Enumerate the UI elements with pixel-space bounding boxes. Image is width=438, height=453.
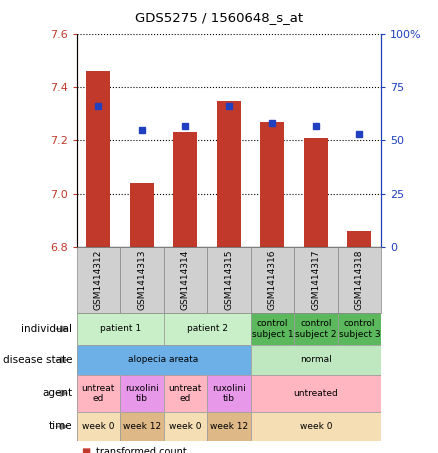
- Text: week 0: week 0: [300, 422, 332, 431]
- Text: control
subject 2: control subject 2: [295, 319, 336, 338]
- Text: GSM1414315: GSM1414315: [224, 250, 233, 310]
- Text: week 0: week 0: [82, 422, 115, 431]
- Bar: [77, 247, 120, 313]
- Text: control
subject 3: control subject 3: [339, 319, 380, 338]
- Bar: [347, 231, 371, 247]
- Text: GSM1414318: GSM1414318: [355, 250, 364, 310]
- Text: individual: individual: [21, 324, 72, 334]
- Text: GSM1414317: GSM1414317: [311, 250, 320, 310]
- Text: patient 1: patient 1: [99, 324, 141, 333]
- Text: untreated: untreated: [293, 389, 338, 398]
- Text: GSM1414314: GSM1414314: [181, 250, 190, 310]
- Text: ruxolini
tib: ruxolini tib: [212, 384, 246, 403]
- Text: patient 2: patient 2: [187, 324, 228, 333]
- Text: disease state: disease state: [3, 355, 72, 365]
- Text: control
subject 1: control subject 1: [251, 319, 293, 338]
- Text: untreat
ed: untreat ed: [169, 384, 202, 403]
- Text: GSM1414316: GSM1414316: [268, 250, 277, 310]
- Text: alopecia areata: alopecia areata: [128, 356, 199, 364]
- Text: normal: normal: [300, 356, 332, 364]
- Text: ■: ■: [81, 447, 90, 453]
- Text: agent: agent: [42, 388, 72, 398]
- Bar: [217, 101, 241, 247]
- Text: week 12: week 12: [210, 422, 248, 431]
- Bar: [251, 247, 294, 313]
- Text: transformed count: transformed count: [96, 447, 187, 453]
- Bar: [120, 247, 164, 313]
- Bar: [164, 247, 207, 313]
- Bar: [304, 138, 328, 247]
- Text: week 12: week 12: [123, 422, 161, 431]
- Text: GDS5275 / 1560648_s_at: GDS5275 / 1560648_s_at: [135, 11, 303, 24]
- Text: untreat
ed: untreat ed: [82, 384, 115, 403]
- Text: week 0: week 0: [169, 422, 201, 431]
- Bar: [130, 183, 154, 247]
- Text: time: time: [49, 421, 72, 432]
- Bar: [173, 132, 198, 247]
- Bar: [338, 247, 381, 313]
- Bar: [260, 122, 284, 247]
- Text: GSM1414313: GSM1414313: [138, 250, 146, 310]
- Bar: [207, 247, 251, 313]
- Text: GSM1414312: GSM1414312: [94, 250, 103, 310]
- Bar: [86, 71, 110, 247]
- Bar: [294, 247, 338, 313]
- Text: ruxolini
tib: ruxolini tib: [125, 384, 159, 403]
